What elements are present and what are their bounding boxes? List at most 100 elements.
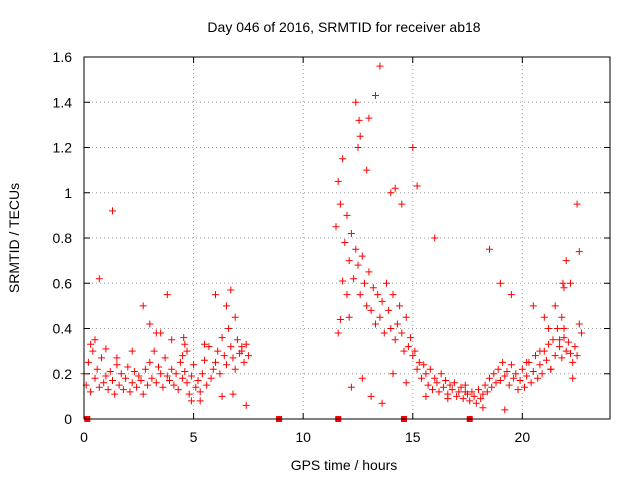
data-point bbox=[155, 363, 162, 371]
x-tick-label: 5 bbox=[190, 429, 198, 445]
data-point bbox=[573, 200, 581, 208]
data-point bbox=[378, 297, 386, 305]
data-point bbox=[168, 365, 176, 373]
data-point bbox=[365, 114, 373, 122]
data-point bbox=[512, 370, 520, 378]
data-point bbox=[466, 397, 474, 405]
data-point bbox=[198, 370, 206, 378]
data-point bbox=[475, 386, 482, 394]
data-point bbox=[347, 230, 355, 237]
data-point bbox=[336, 316, 344, 323]
data-point bbox=[402, 313, 410, 321]
data-point bbox=[179, 352, 187, 360]
data-point bbox=[529, 368, 537, 375]
data-point bbox=[196, 388, 204, 396]
data-point bbox=[551, 302, 559, 310]
data-point bbox=[567, 279, 574, 287]
data-point bbox=[560, 325, 568, 332]
data-point bbox=[558, 354, 566, 362]
data-point bbox=[93, 365, 101, 373]
y-tick-label: 0.2 bbox=[53, 366, 73, 382]
data-point bbox=[385, 306, 393, 314]
data-point bbox=[244, 352, 252, 360]
data-point bbox=[409, 144, 417, 151]
data-point bbox=[229, 390, 237, 398]
data-point bbox=[212, 291, 219, 299]
data-point bbox=[183, 347, 191, 355]
data-point bbox=[95, 383, 103, 391]
data-point bbox=[407, 334, 415, 342]
data-point bbox=[575, 320, 583, 328]
data-point bbox=[409, 352, 417, 360]
data-point bbox=[216, 370, 224, 378]
y-tick-label: 0.6 bbox=[53, 275, 73, 291]
data-point bbox=[387, 189, 395, 197]
data-point bbox=[433, 379, 441, 387]
data-point bbox=[486, 374, 493, 382]
data-point bbox=[95, 275, 103, 283]
grid-lines bbox=[84, 57, 610, 419]
data-point bbox=[355, 116, 363, 124]
data-point bbox=[391, 336, 399, 344]
data-point bbox=[413, 365, 421, 373]
y-tick-label: 1.2 bbox=[53, 140, 73, 156]
data-point bbox=[159, 383, 167, 391]
data-point bbox=[413, 182, 421, 190]
y-tick-label: 1.6 bbox=[53, 49, 73, 65]
data-point bbox=[422, 392, 430, 400]
data-point bbox=[347, 383, 355, 391]
data-point bbox=[429, 386, 436, 394]
data-point bbox=[361, 279, 368, 287]
data-point bbox=[569, 358, 577, 366]
data-point bbox=[556, 336, 564, 344]
data-point bbox=[152, 329, 160, 337]
data-point bbox=[358, 252, 366, 260]
data-point bbox=[172, 370, 180, 378]
data-point bbox=[218, 392, 226, 400]
data-point bbox=[89, 347, 97, 355]
data-point bbox=[402, 379, 410, 387]
data-point bbox=[354, 261, 362, 269]
data-point bbox=[558, 313, 566, 321]
x-tick-label: 10 bbox=[295, 429, 311, 445]
data-point bbox=[345, 257, 353, 265]
data-point bbox=[176, 358, 184, 366]
data-point bbox=[223, 302, 230, 310]
data-point bbox=[435, 388, 443, 396]
data-point bbox=[365, 268, 373, 276]
data-points bbox=[80, 62, 585, 422]
data-point bbox=[117, 370, 125, 378]
y-tick-label: 0.4 bbox=[53, 321, 73, 337]
data-point bbox=[575, 248, 583, 256]
data-point bbox=[339, 155, 347, 163]
data-point bbox=[389, 291, 397, 299]
data-point bbox=[363, 302, 371, 310]
data-point bbox=[231, 365, 239, 373]
data-point bbox=[354, 144, 362, 151]
data-point bbox=[109, 207, 116, 215]
data-point bbox=[146, 358, 154, 366]
axis-ticks: 0 0.2 0.4 0.6 0.8 1 1.2 1.4 1.6 0 5 10 15 20 bbox=[53, 49, 610, 445]
data-point bbox=[220, 352, 228, 360]
data-point bbox=[448, 386, 456, 394]
data-point bbox=[424, 381, 432, 389]
data-point bbox=[488, 383, 496, 391]
data-point bbox=[514, 386, 522, 394]
data-point bbox=[461, 388, 469, 396]
data-point bbox=[532, 352, 539, 360]
data-point bbox=[556, 343, 564, 351]
data-point bbox=[387, 325, 395, 332]
data-point bbox=[442, 377, 450, 384]
data-point bbox=[481, 381, 489, 389]
data-point bbox=[135, 372, 143, 380]
data-point bbox=[503, 368, 511, 375]
data-point bbox=[207, 374, 215, 382]
data-point bbox=[551, 352, 559, 360]
data-point bbox=[87, 388, 95, 396]
y-tick-label: 0.8 bbox=[53, 230, 73, 246]
x-axis-label: GPS time / hours bbox=[291, 457, 398, 473]
data-point bbox=[102, 372, 110, 380]
data-point bbox=[569, 374, 577, 382]
data-point bbox=[573, 352, 581, 360]
